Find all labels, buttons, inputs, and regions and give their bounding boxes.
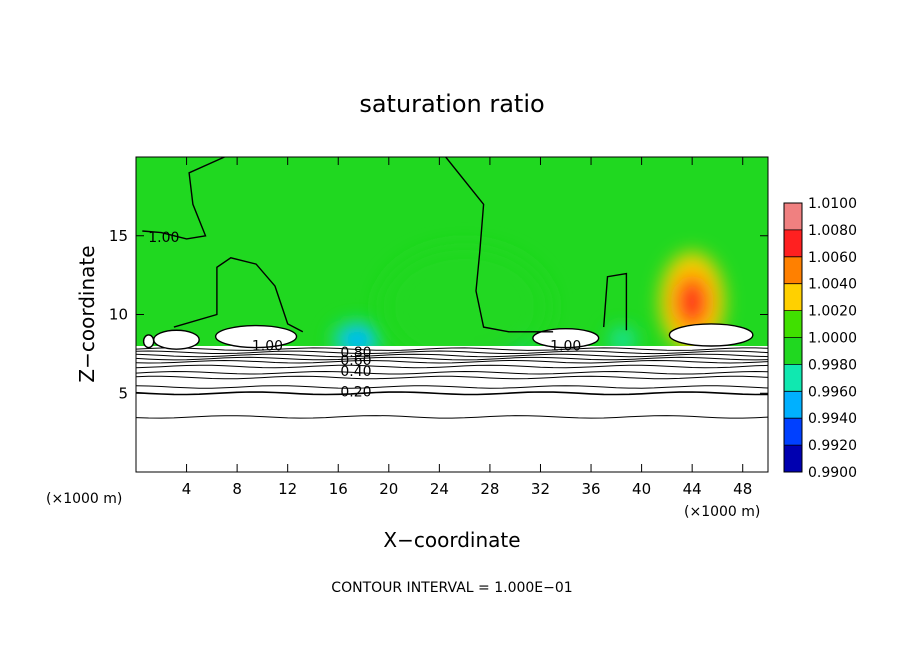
colorbar-label: 0.9920 — [808, 438, 857, 454]
colorbar-label: 1.0080 — [808, 223, 857, 239]
colorbar-label: 1.0100 — [808, 196, 857, 212]
x-axis-units-left: (×1000 m) — [46, 491, 122, 507]
x-axis-title: X−coordinate — [383, 528, 520, 552]
colorbar-segment — [784, 229, 802, 258]
colorbar-segment — [784, 391, 802, 419]
contour-label: 0.60 — [340, 353, 371, 369]
colorbar: 1.0100 1.0080 1.0060 1.0040 1.0020 1.0000 0.99… — [783, 196, 857, 481]
x-axis-ticks: 4 8 12 16 20 24 28 32 36 40 44 48 — [182, 157, 752, 498]
cloud-pocket — [152, 329, 200, 350]
colorbar-label: 1.0000 — [808, 331, 857, 347]
x-tick-label: 48 — [733, 480, 752, 498]
colorbar-label: 1.0040 — [808, 277, 857, 293]
x-tick-label: 44 — [683, 480, 702, 498]
contour-line — [445, 157, 554, 333]
x-tick-label: 12 — [278, 480, 297, 498]
cloud-pocket — [142, 334, 155, 349]
contour-line — [603, 272, 628, 331]
contour-interval-note: CONTOUR INTERVAL = 1.000E−01 — [331, 580, 572, 596]
colorbar-segment — [784, 364, 802, 392]
colorbar-label: 0.9980 — [808, 357, 857, 373]
x-axis-units-right: (×1000 m) — [684, 504, 760, 520]
colorbar-segment — [784, 203, 802, 231]
cloud-pocket — [532, 327, 600, 349]
contour-label: 0.20 — [340, 384, 371, 400]
x-tick-label: 40 — [632, 480, 651, 498]
contour-label: 1.00 — [252, 339, 283, 355]
x-tick-label: 8 — [232, 480, 242, 498]
contour-line — [136, 415, 768, 419]
contour-label: 1.00 — [148, 230, 179, 246]
cloud-pocket — [214, 324, 298, 349]
subsaturated-layer — [136, 346, 768, 472]
y-tick-label: 5 — [118, 384, 128, 402]
contour-label: 0.40 — [340, 364, 371, 380]
colorbar-label: 1.0020 — [808, 304, 857, 320]
colorbar-label: 1.0060 — [808, 250, 857, 266]
colorbar-label: 0.9900 — [808, 465, 857, 481]
contour-line — [136, 359, 768, 364]
plot-area: 1.00 1.00 1.00 0.800.600.40 0.20 — [136, 157, 768, 472]
y-tick-label: 10 — [109, 306, 128, 324]
contour-line — [136, 364, 768, 369]
contour-line — [136, 385, 768, 389]
y-tick-label: 15 — [109, 227, 128, 245]
contour-line — [136, 356, 768, 361]
x-tick-label: 28 — [480, 480, 499, 498]
contour-line — [136, 350, 768, 355]
contour-line — [136, 347, 768, 351]
x-tick-label: 32 — [531, 480, 550, 498]
contour-label: 0.80 — [340, 345, 371, 361]
contour-line — [136, 370, 768, 375]
colorbar-segment — [784, 310, 802, 338]
contour-label: 1.00 — [550, 339, 581, 355]
cloud-pocket — [668, 323, 754, 347]
x-tick-label: 16 — [329, 480, 348, 498]
contour-line — [136, 353, 768, 358]
contour-line — [142, 157, 225, 240]
colorbar-segment — [784, 283, 802, 312]
contour-line — [173, 257, 304, 333]
contour-line — [136, 391, 768, 396]
field-minimum — [376, 243, 554, 370]
x-tick-label: 4 — [182, 480, 192, 498]
x-tick-label: 24 — [430, 480, 449, 498]
colorbar-label: 0.9960 — [808, 384, 857, 400]
contour-line — [136, 375, 768, 380]
chart-title: saturation ratio — [359, 90, 544, 118]
colorbar-segment — [784, 445, 802, 473]
colorbar-segment — [784, 418, 802, 446]
y-axis-title: Z−coordinate — [75, 245, 99, 382]
x-tick-label: 36 — [581, 480, 600, 498]
x-tick-label: 20 — [379, 480, 398, 498]
y-axis-ticks: 5 10 15 — [109, 227, 768, 402]
colorbar-segment — [784, 337, 802, 365]
colorbar-label: 0.9940 — [808, 411, 857, 427]
colorbar-segment — [784, 256, 802, 285]
